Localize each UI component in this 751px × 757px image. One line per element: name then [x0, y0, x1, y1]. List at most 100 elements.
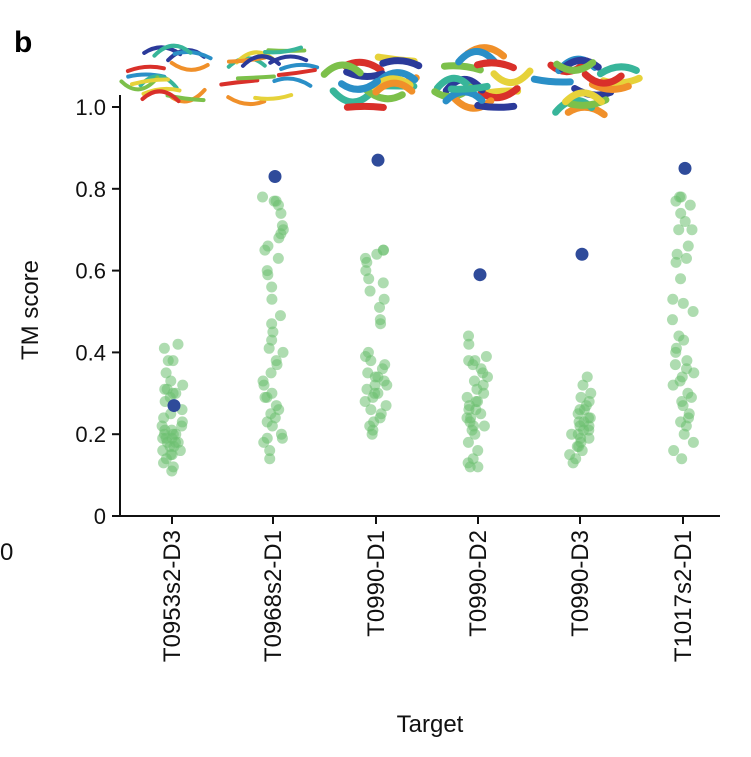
structure-segment — [253, 93, 294, 101]
other-model-point — [261, 432, 273, 444]
structure-segment — [490, 67, 534, 87]
other-model-point — [277, 346, 289, 358]
other-model-point — [267, 326, 279, 338]
other-model-point — [463, 355, 475, 367]
other-model-point — [680, 252, 692, 264]
other-model-point — [360, 265, 372, 277]
other-model-point — [575, 391, 587, 403]
predicted-structure-point — [268, 170, 282, 184]
other-model-point — [257, 375, 269, 387]
other-model-point — [670, 256, 682, 268]
other-model-point — [687, 306, 699, 317]
structure-segment — [440, 62, 484, 74]
structure-segment — [343, 68, 387, 80]
other-model-point — [266, 318, 278, 330]
stray-zero-text: 0 — [0, 539, 13, 566]
other-model-point — [467, 453, 479, 465]
other-model-point — [177, 379, 189, 391]
y-tick-label: 0.4 — [75, 340, 106, 365]
protein-structure-image — [530, 55, 643, 119]
other-model-point — [462, 436, 474, 448]
predicted-structure-point — [371, 153, 385, 167]
structure-segment — [129, 77, 170, 87]
other-model-point — [379, 359, 391, 371]
other-model-point — [265, 367, 277, 379]
predicted-structure-point — [167, 399, 181, 413]
other-model-point — [480, 350, 492, 362]
protein-structure-images — [119, 43, 643, 119]
other-model-point — [274, 310, 286, 322]
structure-segment — [279, 62, 320, 71]
other-model-point — [257, 191, 269, 203]
other-model-point — [583, 395, 595, 407]
x-tick-label: T0990-D2 — [465, 530, 492, 637]
x-tick-label: T0990-D1 — [363, 530, 390, 637]
other-model-point — [378, 293, 390, 305]
structure-segment — [141, 86, 182, 96]
other-model-point — [670, 342, 682, 354]
other-model-point — [266, 334, 278, 346]
protein-structure-image — [219, 45, 320, 107]
other-model-point — [667, 293, 679, 305]
structure-segment — [272, 76, 313, 88]
structure-segment — [530, 75, 574, 86]
structure-segment — [169, 60, 210, 72]
other-model-point — [272, 252, 284, 264]
other-model-point — [675, 273, 687, 285]
other-model-point — [275, 428, 287, 440]
other-model-point — [478, 420, 490, 432]
structure-segment — [140, 89, 181, 104]
other-model-point — [266, 293, 278, 305]
other-model-point — [472, 461, 484, 473]
y-axis-label: TM score — [17, 260, 44, 360]
other-model-point — [673, 330, 685, 342]
structure-segment — [561, 89, 605, 106]
other-model-point — [577, 379, 589, 391]
structure-segment — [588, 80, 632, 93]
other-model-point — [470, 395, 482, 407]
structure-segment — [172, 49, 213, 61]
other-model-point — [463, 338, 475, 350]
other-model-point — [681, 355, 693, 367]
other-model-point — [461, 391, 473, 403]
other-model-point — [477, 379, 489, 391]
other-model-point — [676, 371, 688, 383]
other-model-point — [669, 359, 681, 371]
other-model-point — [686, 224, 698, 236]
other-model-point — [581, 371, 593, 383]
other-model-point — [374, 301, 386, 313]
structure-segment — [343, 102, 387, 111]
other-model-point — [683, 408, 695, 420]
other-model-point — [679, 216, 691, 228]
structure-segment — [581, 70, 625, 87]
structure-segment — [262, 45, 303, 55]
y-tick-label: 1.0 — [75, 95, 106, 120]
other-model-point — [475, 363, 487, 375]
other-model-point — [266, 387, 278, 399]
structure-segment — [362, 86, 406, 103]
other-model-point — [573, 416, 585, 428]
structure-segment — [372, 79, 416, 96]
other-model-point — [160, 367, 172, 379]
structure-segment — [455, 48, 499, 66]
protein-structure-image — [431, 44, 534, 112]
structure-segment — [226, 56, 267, 69]
other-model-point — [364, 285, 376, 297]
panel-label: b — [14, 26, 32, 59]
x-tick-label: T0953s2-D3 — [159, 530, 186, 662]
structure-segment — [329, 87, 373, 106]
other-model-point — [375, 408, 387, 420]
other-model-point — [378, 244, 390, 256]
structure-segment — [276, 68, 317, 78]
predicted-structure-point — [473, 268, 487, 282]
other-model-point — [167, 461, 179, 473]
x-tick-label: T1017s2-D1 — [670, 530, 697, 662]
other-model-point — [276, 220, 288, 232]
y-tick-label: 0.2 — [75, 422, 106, 447]
other-model-point — [261, 265, 273, 277]
structure-segment — [596, 63, 640, 78]
other-model-point — [463, 330, 475, 342]
structure-segment — [152, 43, 193, 58]
other-model-point — [671, 248, 683, 260]
other-model-point — [264, 453, 276, 465]
